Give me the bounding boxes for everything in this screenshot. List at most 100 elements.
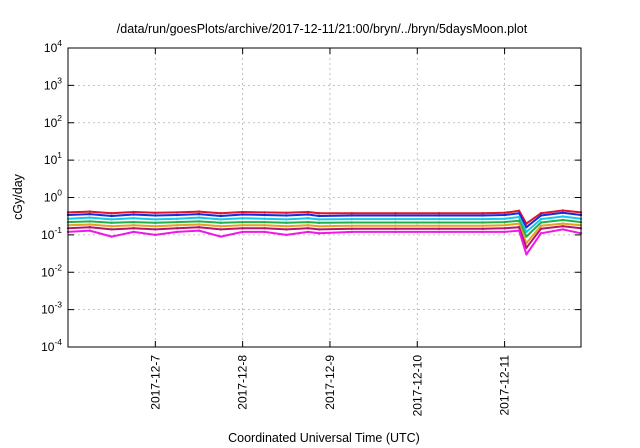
series-5-point xyxy=(110,225,113,228)
series-3-point xyxy=(317,218,321,221)
series-1-point xyxy=(154,211,157,214)
series-4-point xyxy=(317,221,321,224)
series-3-point xyxy=(503,217,506,220)
series-4-point xyxy=(350,221,353,224)
series-4-point xyxy=(263,220,266,224)
series-2-point xyxy=(350,214,353,217)
series-6-point xyxy=(350,227,353,230)
series-2-point xyxy=(394,214,397,217)
series-4-point xyxy=(306,220,310,224)
series-3-point xyxy=(394,217,397,221)
y-tick-labels: 104 103 102 101 100 10-1 10-2 10-3 10-4 xyxy=(41,38,62,354)
series-7-point xyxy=(285,233,288,237)
series-7-point xyxy=(154,233,157,237)
series-5-point xyxy=(197,223,201,226)
series-4-point xyxy=(88,220,92,223)
series-1-point xyxy=(561,209,564,212)
series-1-point xyxy=(241,210,244,214)
series-2-point xyxy=(306,213,310,216)
series-5-point xyxy=(517,222,521,225)
series-1-point xyxy=(539,212,543,215)
series-7-point xyxy=(394,230,397,234)
series-4-point xyxy=(503,220,506,224)
series-6-point xyxy=(517,226,521,229)
series-1-point xyxy=(175,211,179,214)
series-3-point xyxy=(437,217,441,221)
series-4-point xyxy=(132,220,135,224)
series-7-point xyxy=(525,253,528,256)
series-layer xyxy=(66,209,583,256)
y-tick-label: 104 xyxy=(44,38,62,55)
series-4-point xyxy=(561,218,564,222)
series-2-point xyxy=(197,212,201,216)
series-5-point xyxy=(481,224,484,227)
series-4-point xyxy=(197,220,201,223)
y-axis-label: cGy/day xyxy=(11,173,25,220)
series-7-point xyxy=(539,232,543,235)
series-6-point xyxy=(154,228,157,231)
series-6-point xyxy=(503,227,506,230)
series-3-point xyxy=(561,215,564,218)
series-2-point xyxy=(132,213,135,216)
x-tick-labels: 2017-12-7 2017-12-8 2017-12-9 2017-12-10 201… xyxy=(148,355,511,417)
series-7-point xyxy=(503,230,506,234)
y-tick-label: 10-1 xyxy=(41,225,62,242)
series-5-point xyxy=(175,224,179,227)
series-6-point xyxy=(88,226,92,229)
series-5-point xyxy=(219,225,222,228)
series-2-point xyxy=(285,214,288,217)
series-7-point xyxy=(110,235,113,238)
series-3-point xyxy=(263,217,266,220)
y-tick-label: 102 xyxy=(44,113,62,130)
x-tick-label: 2017-12-9 xyxy=(323,355,337,410)
series-1-point xyxy=(481,212,484,215)
series-1-point xyxy=(88,210,92,213)
grid-lines xyxy=(68,48,581,347)
series-4-point xyxy=(285,221,288,224)
series-2-point xyxy=(88,212,92,216)
y-tick-label: 101 xyxy=(44,150,62,167)
series-1-point xyxy=(285,211,288,214)
series-3-point xyxy=(481,217,484,221)
series-6-point xyxy=(132,227,135,230)
series-4-point xyxy=(517,219,521,222)
series-1-point xyxy=(437,212,441,215)
series-1-point xyxy=(317,212,321,215)
series-7-point xyxy=(481,230,484,234)
series-2-point xyxy=(437,214,441,217)
series-6-point xyxy=(285,228,288,231)
series-7-point xyxy=(437,230,441,234)
series-3-point xyxy=(525,230,528,234)
series-2-point xyxy=(219,214,222,218)
series-3-point xyxy=(219,218,222,221)
series-4-point xyxy=(525,235,528,238)
series-4-point xyxy=(219,221,222,224)
series-4-point xyxy=(481,221,484,224)
series-2-point xyxy=(503,213,506,217)
series-6-point xyxy=(306,227,310,230)
series-7-point xyxy=(561,228,564,231)
y-tick-label: 10-3 xyxy=(41,300,62,317)
series-7-point xyxy=(241,230,244,234)
series-3-point xyxy=(517,215,521,219)
series-5-point xyxy=(306,224,310,227)
series-5-point xyxy=(561,222,564,225)
series-2-point xyxy=(241,213,244,216)
series-3-point xyxy=(110,218,113,221)
series-5-point xyxy=(394,224,397,227)
series-5-point xyxy=(503,224,506,227)
series-4-point xyxy=(437,221,441,224)
series-5-point xyxy=(350,224,353,227)
series-6-point xyxy=(525,246,528,249)
series-3-point xyxy=(306,217,310,220)
x-tick-label: 2017-12-8 xyxy=(236,355,250,410)
series-2-point xyxy=(263,213,266,217)
series-7-point xyxy=(517,229,521,232)
series-7-point xyxy=(306,230,310,234)
series-5-point xyxy=(132,224,135,227)
series-4-point xyxy=(241,220,244,224)
series-6-point xyxy=(175,227,179,230)
x-axis-label: Coordinated Universal Time (UTC) xyxy=(228,431,420,445)
y-tick-label: 103 xyxy=(44,75,62,92)
y-tick-label: 10-4 xyxy=(41,337,62,354)
